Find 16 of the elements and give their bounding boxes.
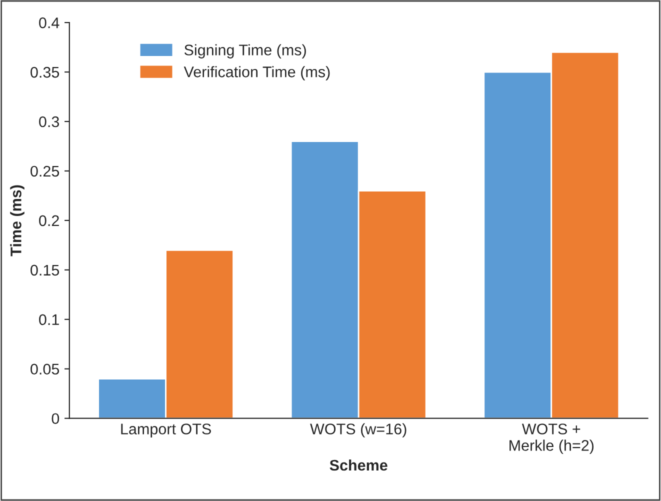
- y-tick-label: 0: [52, 413, 60, 424]
- y-tick-label: 0.3: [39, 116, 60, 128]
- legend-label: Signing Time (ms): [184, 44, 306, 58]
- y-tick-label: 0.2: [39, 215, 59, 226]
- y-tick-label: 0.35: [30, 66, 60, 78]
- y-tick-label: 0.05: [30, 364, 60, 375]
- y-tick-label: 0.25: [30, 166, 60, 177]
- x-tick-label: Lamport OTS: [121, 424, 211, 438]
- y-tick-label: 0.15: [30, 264, 60, 276]
- x-tick-label: WOTS + Merkle (h=2): [510, 424, 594, 454]
- y-tick-label: 0.4: [39, 17, 60, 28]
- y-axis-title: Time (ms): [10, 185, 24, 256]
- x-axis-title: Scheme: [330, 459, 388, 471]
- y-tick-label: 0.1: [39, 314, 59, 326]
- x-tick-label: WOTS (w=16): [310, 423, 406, 438]
- legend-label: Verification Time (ms): [184, 66, 330, 80]
